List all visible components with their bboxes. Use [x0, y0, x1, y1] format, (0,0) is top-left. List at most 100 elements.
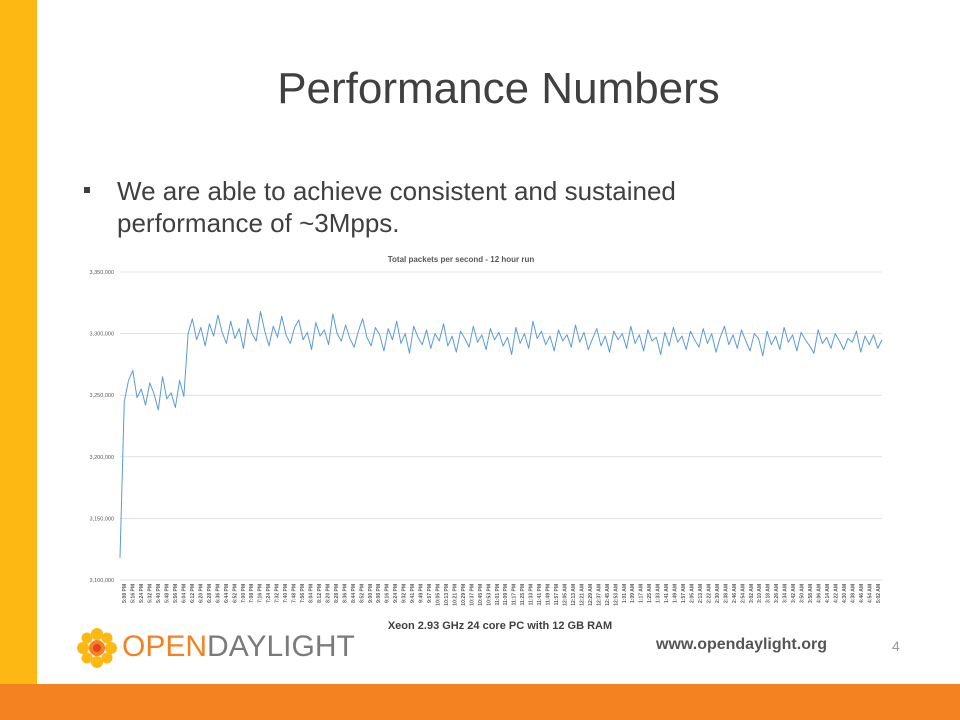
x-tick-label: 9:49 PM [419, 584, 425, 603]
x-tick-label: 7:56 PM [300, 584, 306, 603]
line-chart: Total packets per second - 12 hour run 3,… [90, 255, 883, 606]
x-tick-label: 11:41 PM [537, 584, 543, 605]
x-tick-label: 11:01 PM [495, 584, 501, 605]
x-tick-label: 6:04 PM [182, 584, 188, 603]
logo-text-daylight: DAYLIGHT [207, 630, 355, 663]
x-tick-label: 3:10 AM [757, 584, 763, 603]
x-tick-label: 4:38 AM [850, 584, 856, 603]
chart-caption: Xeon 2.93 GHz 24 core PC with 12 GB RAM [387, 620, 613, 632]
x-tick-label: 8:36 PM [342, 584, 348, 603]
chart-title: Total packets per second - 12 hour run [388, 255, 535, 264]
x-tick-label: 4:30 AM [842, 584, 848, 603]
x-tick-label: 2:30 AM [715, 584, 721, 603]
x-tick-label: 6:12 PM [190, 584, 196, 603]
x-tick-label: 5:56 PM [173, 584, 179, 603]
x-tick-label: 10:29 PM [461, 584, 467, 606]
y-tick-label: 3,150,000 [90, 516, 114, 522]
x-tick-label: 7:00 PM [241, 584, 247, 603]
x-tick-label: 6:28 PM [207, 584, 213, 603]
x-tick-label: 9:08 PM [376, 584, 382, 603]
y-tick-label: 3,200,000 [90, 455, 114, 461]
x-tick-label: 10:21 PM [452, 584, 458, 606]
x-tick-label: 7:16 PM [258, 584, 264, 603]
x-tick-label: 1:17 AM [639, 584, 645, 603]
x-tick-label: 6:52 PM [232, 584, 238, 603]
x-tick-label: 12:29 AM [588, 584, 594, 606]
x-tick-label: 8:12 PM [317, 584, 323, 603]
x-tick-label: 11:09 PM [503, 584, 509, 605]
x-tick-label: 7:32 PM [275, 584, 281, 603]
x-tick-label: 2:22 AM [706, 584, 712, 603]
x-tick-label: 4:06 AM [817, 584, 823, 603]
x-tick-label: 4:54 AM [867, 584, 873, 603]
x-tick-label: 11:33 PM [529, 584, 535, 605]
sun-logo-icon [77, 628, 117, 668]
opendaylight-logo: OPENDAYLIGHT [74, 622, 355, 674]
x-tick-label: 8:04 PM [309, 584, 315, 603]
x-tick-label: 5:48 PM [165, 584, 171, 603]
x-tick-label: 2:46 AM [732, 584, 738, 603]
x-tick-label: 5:16 PM [131, 584, 137, 603]
bullet-item: We are able to achieve consistent and su… [84, 175, 784, 239]
x-tick-label: 1:09 AM [630, 584, 636, 603]
y-tick-label: 3,300,000 [90, 332, 114, 338]
x-tick-label: 6:44 PM [224, 584, 230, 603]
x-tick-label: 5:08 PM [122, 584, 128, 603]
x-tick-label: 9:16 PM [385, 584, 391, 603]
x-tick-label: 11:49 PM [546, 584, 552, 605]
x-tick-label: 4:46 AM [859, 584, 865, 603]
x-tick-label: 4:22 AM [833, 584, 839, 603]
bullet-text: We are able to achieve consistent and su… [117, 176, 676, 238]
x-tick-label: 1:25 AM [647, 584, 653, 603]
x-tick-label: 3:34 AM [783, 584, 789, 603]
x-tick-label: 3:02 AM [749, 584, 755, 603]
x-tick-label: 8:28 PM [334, 584, 340, 603]
x-tick-label: 12:05 AM [563, 584, 569, 606]
x-tick-label: 9:00 PM [368, 584, 374, 603]
y-tick-label: 3,100,000 [90, 578, 114, 584]
x-tick-label: 9:32 PM [402, 584, 408, 603]
x-tick-label: 9:24 PM [393, 584, 399, 603]
x-tick-label: 3:18 AM [766, 584, 772, 603]
slide-title: Performance Numbers [277, 64, 720, 113]
x-tick-label: 3:42 AM [791, 584, 797, 603]
x-tick-label: 4:14 AM [825, 584, 831, 603]
x-tick-label: 5:24 PM [139, 584, 145, 603]
x-tick-label: 1:01 AM [622, 584, 628, 603]
x-tick-label: 7:24 PM [266, 584, 272, 603]
x-tick-label: 1:33 AM [656, 584, 662, 603]
x-tick-label: 7:08 PM [249, 584, 255, 603]
x-tick-label: 5:40 PM [156, 584, 162, 603]
website-url[interactable]: www.opendaylight.org [656, 636, 827, 653]
x-tick-label: 10:13 PM [444, 584, 450, 606]
logo-text-open: OPEN [122, 630, 208, 663]
x-tick-label: 7:48 PM [292, 584, 298, 603]
y-tick-label: 3,350,000 [90, 270, 114, 276]
x-tick-label: 11:17 PM [512, 584, 518, 605]
x-tick-label: 10:37 PM [469, 584, 475, 606]
bottom-accent-bar [0, 684, 960, 720]
x-tick-label: 5:02 AM [876, 584, 882, 603]
side-accent-bar [0, 0, 37, 684]
page-number: 4 [892, 638, 900, 654]
x-tick-label: 5:32 PM [148, 584, 154, 603]
x-tick-label: 12:13 AM [571, 584, 577, 606]
x-tick-label: 2:13 AM [698, 584, 704, 603]
x-tick-label: 9:57 PM [427, 584, 433, 603]
series-line [119, 310, 883, 558]
x-tick-label: 12:37 AM [596, 584, 602, 606]
x-tick-label: 8:52 PM [359, 584, 365, 603]
x-tick-label: 2:54 AM [740, 584, 746, 603]
chart-container: Total packets per second - 12 hour run 3,… [76, 250, 886, 620]
x-tick-label: 12:21 AM [579, 584, 585, 606]
x-tick-label: 8:20 PM [325, 584, 331, 603]
x-tick-label: 3:50 AM [800, 584, 806, 603]
x-tick-label: 3:58 AM [808, 584, 814, 603]
x-tick-label: 2:05 AM [690, 584, 696, 603]
x-tick-label: 10:45 PM [478, 584, 484, 606]
logo-wordmark: OPENDAYLIGHT [122, 630, 355, 664]
x-tick-label: 6:36 PM [215, 584, 221, 603]
x-tick-label: 2:38 AM [723, 584, 729, 603]
y-tick-label: 3,250,000 [90, 393, 114, 399]
x-tick-label: 11:25 PM [520, 584, 526, 605]
